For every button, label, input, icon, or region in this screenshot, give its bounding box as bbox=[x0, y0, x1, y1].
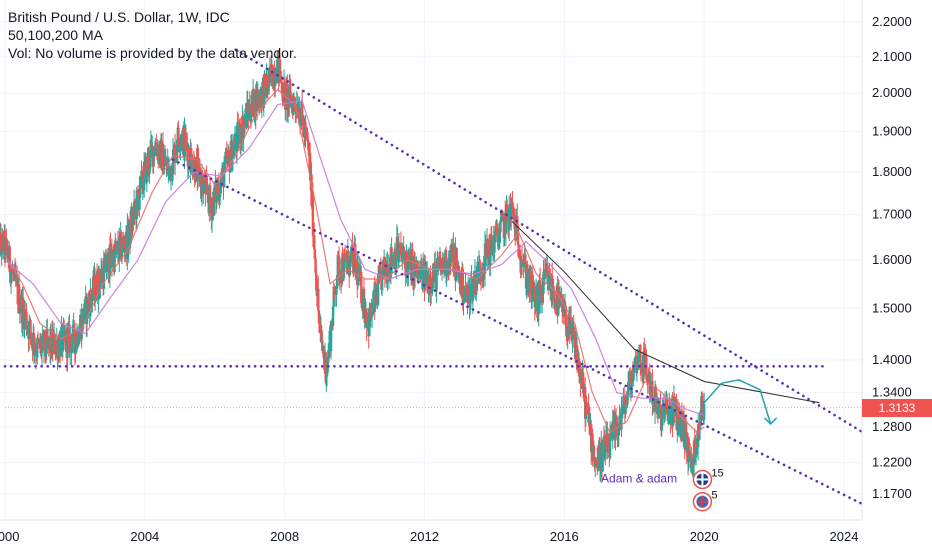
us-flag-badge-stripe-v bbox=[701, 496, 703, 508]
x-tick-label: 2020 bbox=[690, 529, 719, 544]
x-tick-label: 2016 bbox=[550, 529, 579, 544]
time-axis: 2000 2004 2008 2012 2016 2020 2024 bbox=[0, 529, 858, 544]
y-tick-label: 1.7000 bbox=[872, 207, 912, 222]
y-tick-label: 2.0000 bbox=[872, 85, 912, 100]
moving-average-label[interactable]: 50,100,200 MA bbox=[8, 26, 297, 44]
us-flag-badge-count: 5 bbox=[711, 490, 717, 502]
candle-body bbox=[703, 404, 705, 420]
volume-label: Vol: No volume is provided by the data v… bbox=[8, 44, 297, 62]
y-tick-label: 2.2000 bbox=[872, 14, 912, 29]
projection-arrowhead bbox=[765, 418, 777, 424]
gb-flag-badge-count: 15 bbox=[711, 467, 723, 479]
author-label: Adam & adam bbox=[601, 472, 677, 486]
price-axis: 2.2000 2.1000 2.0000 1.9000 1.8000 1.7000 1.60… bbox=[872, 14, 912, 501]
x-tick-label: 2008 bbox=[270, 529, 299, 544]
candle-body bbox=[314, 249, 316, 258]
current-price-label: 1.3133 bbox=[862, 399, 932, 417]
y-tick-label: 1.5000 bbox=[872, 300, 912, 315]
candle-body bbox=[462, 300, 464, 302]
x-tick-label: 2000 bbox=[0, 529, 19, 544]
x-tick-label: 2024 bbox=[830, 529, 859, 544]
y-tick-label: 1.4000 bbox=[872, 352, 912, 367]
candle-body bbox=[335, 286, 337, 295]
trendline-dotted[interactable] bbox=[236, 50, 862, 432]
annotation-layer: Adam & adam 15 5 bbox=[601, 467, 724, 510]
y-tick-label: 1.9000 bbox=[872, 124, 912, 139]
candle-body bbox=[29, 320, 31, 333]
y-tick-label: 1.2800 bbox=[872, 419, 912, 434]
chart-legend: British Pound / U.S. Dollar, 1W, IDC 50,… bbox=[8, 8, 297, 62]
candle-body bbox=[305, 127, 307, 133]
candle-body bbox=[250, 113, 252, 122]
candle-body bbox=[632, 373, 634, 381]
y-tick-label: 1.8000 bbox=[872, 164, 912, 179]
candles-layer bbox=[0, 50, 705, 482]
y-tick-label: 1.2200 bbox=[872, 455, 912, 470]
gb-flag-badge-stripe-v bbox=[701, 473, 703, 485]
y-tick-label: 1.6000 bbox=[872, 252, 912, 267]
symbol-title[interactable]: British Pound / U.S. Dollar, 1W, IDC bbox=[8, 8, 297, 26]
candle-body bbox=[9, 246, 11, 272]
candle-body bbox=[499, 220, 501, 232]
x-tick-label: 2012 bbox=[410, 529, 439, 544]
y-tick-label: 1.1700 bbox=[872, 486, 912, 501]
y-tick-label: 1.3400 bbox=[872, 385, 912, 400]
projection-path[interactable] bbox=[704, 380, 770, 424]
y-tick-label: 2.1000 bbox=[872, 49, 912, 64]
candle-body bbox=[317, 289, 319, 311]
candle-body bbox=[279, 59, 281, 77]
candle-body bbox=[512, 206, 514, 216]
candle-body bbox=[33, 333, 35, 352]
grid-layer bbox=[0, 0, 862, 520]
candle-body bbox=[496, 224, 498, 236]
x-tick-label: 2004 bbox=[130, 529, 159, 544]
candle-body bbox=[585, 402, 587, 404]
